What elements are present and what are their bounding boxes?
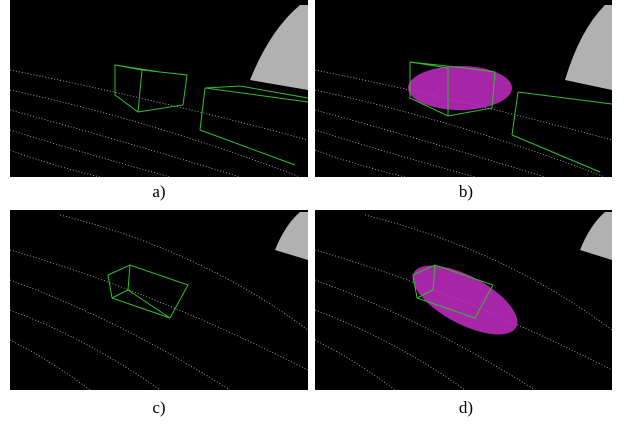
panel-b <box>315 0 612 177</box>
panel-d <box>315 210 612 390</box>
caption: b) <box>459 182 473 201</box>
point-cloud <box>10 0 308 177</box>
segmentation <box>408 66 512 110</box>
panel-a <box>10 0 308 177</box>
caption: d) <box>459 398 473 417</box>
panel-c <box>10 210 308 390</box>
caption: a) <box>152 182 165 201</box>
figure: a) b) c) d) <box>0 0 624 426</box>
caption: c) <box>152 398 165 417</box>
point-cloud <box>10 210 308 390</box>
